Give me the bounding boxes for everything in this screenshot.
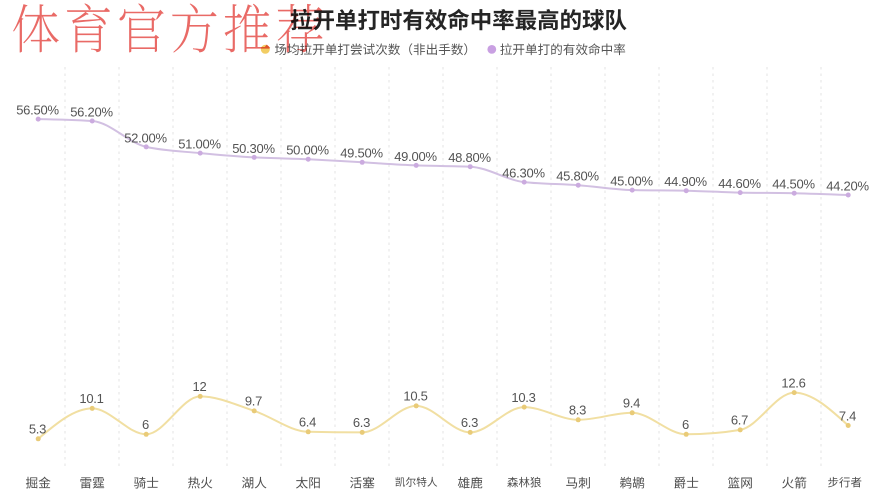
svg-text:6.3: 6.3 xyxy=(353,415,370,430)
svg-text:10.5: 10.5 xyxy=(403,389,427,404)
svg-text:44.90%: 44.90% xyxy=(664,174,707,189)
svg-text:6.7: 6.7 xyxy=(731,413,748,428)
svg-text:45.00%: 45.00% xyxy=(610,174,653,189)
svg-text:12.6: 12.6 xyxy=(781,375,805,390)
svg-text:56.50%: 56.50% xyxy=(16,103,59,118)
svg-text:46.30%: 46.30% xyxy=(502,166,545,181)
svg-text:10.1: 10.1 xyxy=(79,391,103,406)
svg-text:44.20%: 44.20% xyxy=(826,178,869,193)
svg-text:10.3: 10.3 xyxy=(511,390,535,405)
svg-text:50.30%: 50.30% xyxy=(232,141,275,156)
svg-text:48.80%: 48.80% xyxy=(448,150,491,165)
svg-text:50.00%: 50.00% xyxy=(286,143,329,158)
svg-text:6.3: 6.3 xyxy=(461,415,478,430)
svg-text:51.00%: 51.00% xyxy=(178,137,221,152)
svg-text:8.3: 8.3 xyxy=(569,403,586,418)
svg-text:5.3: 5.3 xyxy=(29,422,46,437)
svg-text:44.50%: 44.50% xyxy=(772,177,815,192)
svg-text:9.7: 9.7 xyxy=(245,394,262,409)
svg-text:9.4: 9.4 xyxy=(623,396,640,411)
svg-text:7.4: 7.4 xyxy=(839,408,856,423)
svg-text:6.4: 6.4 xyxy=(299,415,316,430)
svg-text:44.60%: 44.60% xyxy=(718,176,761,191)
svg-text:56.20%: 56.20% xyxy=(70,104,113,119)
svg-text:6: 6 xyxy=(682,417,689,432)
svg-text:6: 6 xyxy=(142,417,149,432)
svg-text:52.00%: 52.00% xyxy=(124,130,167,145)
svg-text:45.80%: 45.80% xyxy=(556,169,599,184)
svg-text:12: 12 xyxy=(193,379,207,394)
svg-text:49.50%: 49.50% xyxy=(340,146,383,161)
svg-text:49.00%: 49.00% xyxy=(394,149,437,164)
